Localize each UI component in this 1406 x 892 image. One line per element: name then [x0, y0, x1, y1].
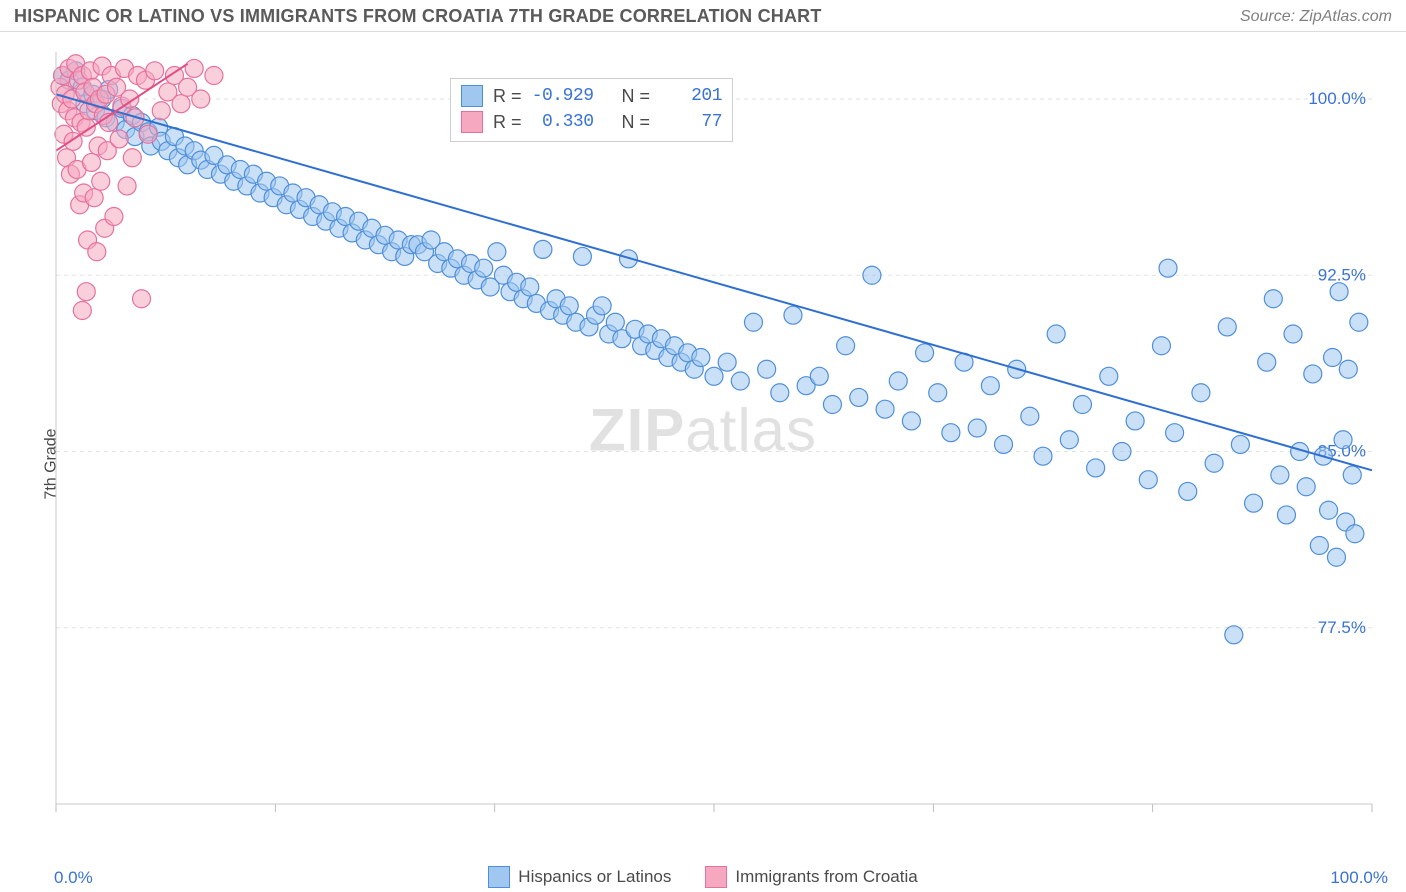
svg-text:77.5%: 77.5%	[1318, 618, 1366, 637]
stat-n-value: 201	[660, 86, 722, 106]
swatch-icon	[705, 866, 727, 888]
swatch-icon	[461, 85, 483, 107]
svg-text:100.0%: 100.0%	[1308, 89, 1366, 108]
chart-header: HISPANIC OR LATINO VS IMMIGRANTS FROM CR…	[0, 0, 1406, 32]
legend-label: Immigrants from Croatia	[735, 867, 917, 887]
stat-r-value: -0.929	[532, 86, 594, 106]
legend-item: Immigrants from Croatia	[705, 866, 917, 888]
scatter-chart: 77.5%85.0%92.5%100.0%	[48, 44, 1388, 834]
swatch-icon	[461, 111, 483, 133]
svg-text:92.5%: 92.5%	[1318, 265, 1366, 284]
chart-source: Source: ZipAtlas.com	[1240, 8, 1392, 26]
series-legend: Hispanics or Latinos Immigrants from Cro…	[0, 866, 1406, 888]
stat-r-label: R =	[493, 86, 522, 107]
chart-title: HISPANIC OR LATINO VS IMMIGRANTS FROM CR…	[14, 6, 822, 27]
stats-legend: R = -0.929 N = 201 R = 0.330 N = 77	[450, 78, 733, 142]
legend-label: Hispanics or Latinos	[518, 867, 671, 887]
stat-n-label: N =	[622, 86, 651, 107]
stats-row: R = 0.330 N = 77	[461, 109, 722, 135]
stats-row: R = -0.929 N = 201	[461, 83, 722, 109]
stat-r-label: R =	[493, 112, 522, 133]
stat-r-value: 0.330	[532, 112, 594, 132]
stat-n-value: 77	[660, 112, 722, 132]
plot-area: 7th Grade 77.5%85.0%92.5%100.0% ZIPatlas…	[0, 36, 1406, 892]
legend-item: Hispanics or Latinos	[488, 866, 671, 888]
swatch-icon	[488, 866, 510, 888]
stat-n-label: N =	[622, 112, 651, 133]
